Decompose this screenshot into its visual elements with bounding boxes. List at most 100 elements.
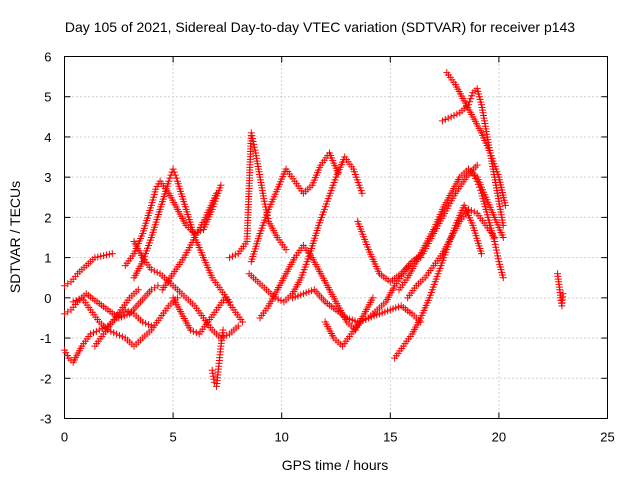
data-point <box>170 168 178 176</box>
series-arc-19 <box>395 165 507 294</box>
data-point <box>94 253 102 261</box>
series-arc-15 <box>256 242 377 334</box>
series-arc-24 <box>464 165 507 282</box>
data-point <box>476 186 484 194</box>
data-point <box>209 369 217 377</box>
data-point <box>467 95 475 103</box>
data-layer <box>61 69 567 390</box>
data-point <box>247 129 255 137</box>
data-point <box>150 267 158 275</box>
data-point <box>217 181 225 189</box>
data-point <box>234 322 242 330</box>
chart-title: Day 105 of 2021, Sidereal Day-to-day VTE… <box>65 19 575 35</box>
data-point <box>116 331 124 339</box>
series-arc-3 <box>61 306 155 366</box>
y-tick-label: -3 <box>40 412 52 427</box>
data-point <box>105 250 113 258</box>
data-point <box>447 113 455 121</box>
x-axis-label: GPS time / hours <box>282 457 389 473</box>
data-point <box>362 315 370 323</box>
data-point <box>220 333 228 341</box>
data-point <box>69 298 77 306</box>
x-tick-label: 25 <box>600 430 614 445</box>
series-arc-11 <box>208 326 227 390</box>
data-point <box>100 252 108 260</box>
data-point <box>87 330 95 338</box>
data-point <box>118 333 126 341</box>
data-point <box>473 161 481 169</box>
data-point <box>239 318 247 326</box>
series-arc-16 <box>289 286 425 326</box>
data-point <box>172 174 180 182</box>
data-point <box>494 252 502 260</box>
y-axis-label: SDTVAR / TECUs <box>7 181 23 293</box>
grid-layer <box>64 56 608 419</box>
data-point <box>95 326 103 334</box>
data-point <box>213 189 221 197</box>
y-tick-label: -1 <box>40 331 52 346</box>
y-tick-label: 0 <box>44 291 51 306</box>
plot-frame <box>64 56 608 419</box>
x-tick-label: 15 <box>383 430 397 445</box>
data-point <box>473 177 481 185</box>
data-point <box>226 254 234 262</box>
x-tick-label: 0 <box>61 430 68 445</box>
data-point <box>467 207 475 215</box>
data-point <box>231 251 239 259</box>
data-point <box>492 243 500 251</box>
data-point <box>438 117 446 125</box>
y-tick-label: 2 <box>44 210 51 225</box>
data-point <box>475 183 483 191</box>
data-point <box>113 330 121 338</box>
series-arc-7 <box>130 165 234 306</box>
data-point <box>499 274 507 282</box>
y-tick-label: 5 <box>44 90 51 105</box>
data-point <box>165 177 173 185</box>
data-point <box>444 114 452 122</box>
data-point <box>450 111 458 119</box>
data-point <box>171 171 179 179</box>
data-point <box>97 252 105 260</box>
series-arc-14 <box>245 153 366 306</box>
data-point <box>441 116 449 124</box>
x-tick-label: 5 <box>169 430 176 445</box>
data-point <box>359 317 367 325</box>
series-arc-5 <box>91 286 142 350</box>
data-point <box>139 318 147 326</box>
data-point <box>494 255 502 263</box>
data-point <box>358 189 366 197</box>
data-point <box>499 221 507 229</box>
data-point <box>192 329 200 337</box>
data-point <box>147 266 155 274</box>
data-point <box>261 200 269 208</box>
data-point <box>453 110 461 118</box>
data-point <box>474 180 482 188</box>
data-point <box>72 297 80 305</box>
data-point <box>499 234 507 241</box>
data-point <box>466 98 474 106</box>
series-arc-12 <box>226 129 290 262</box>
data-point <box>248 132 256 140</box>
data-point <box>249 135 257 143</box>
data-point <box>282 246 290 254</box>
y-tick-label: 3 <box>44 170 51 185</box>
data-point <box>142 319 150 327</box>
data-point <box>166 174 174 182</box>
data-point <box>210 375 218 383</box>
data-point <box>260 197 268 205</box>
data-point <box>249 138 257 146</box>
series-arc-23 <box>443 69 509 209</box>
series-arc-10 <box>169 294 247 338</box>
data-point <box>134 286 142 294</box>
data-point <box>208 366 216 374</box>
data-point <box>492 246 500 254</box>
data-point <box>369 294 377 302</box>
series-arc-6 <box>121 177 225 270</box>
series-arc-21 <box>404 205 499 302</box>
data-point <box>102 251 110 259</box>
data-point <box>468 92 476 100</box>
data-point <box>154 282 162 290</box>
data-point <box>209 372 217 380</box>
data-point <box>169 165 177 173</box>
